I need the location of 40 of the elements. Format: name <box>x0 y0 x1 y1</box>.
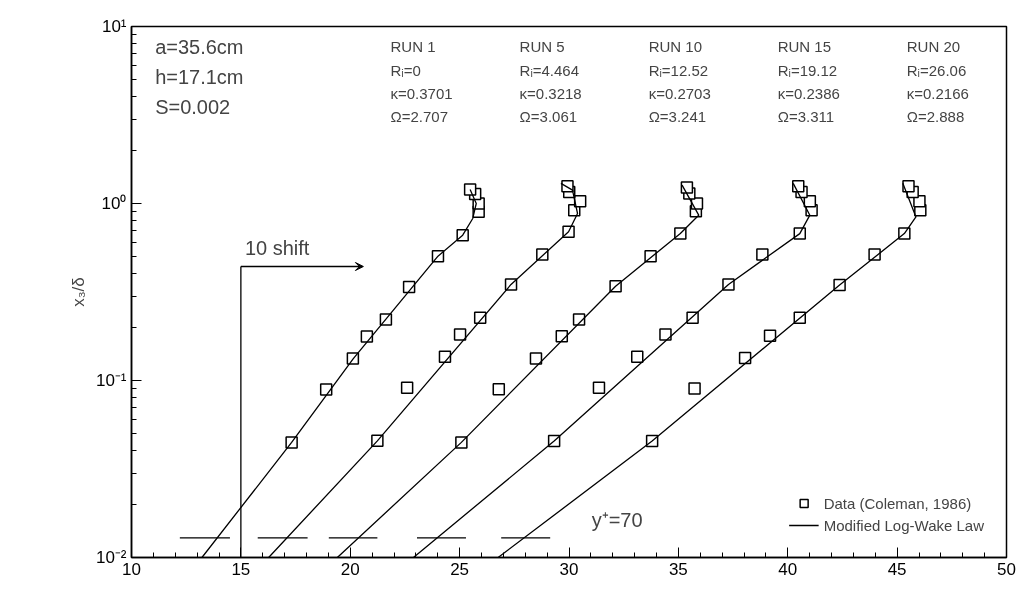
y-tick-label: 10⁰ <box>101 194 127 213</box>
annotation: RUN 20 <box>906 38 961 56</box>
y-axis-title: x₃/δ <box>68 277 88 307</box>
annotation: Rᵢ=0 <box>390 62 421 80</box>
x-tick-label: 30 <box>559 559 579 579</box>
annotation: Ω=3.241 <box>648 107 707 125</box>
x-tick-label: 50 <box>997 559 1016 579</box>
annotation: Ω=2.888 <box>906 107 965 125</box>
annotation: Rᵢ=26.06 <box>906 62 967 80</box>
annotation: y⁺=70 <box>591 508 643 531</box>
annotation: Ω=3.061 <box>519 107 578 125</box>
annotation: Rᵢ=19.12 <box>777 62 838 80</box>
x-tick-label: 20 <box>340 559 360 579</box>
x-tick-label: 35 <box>668 559 688 579</box>
annotation: κ=0.2166 <box>906 84 969 102</box>
legend-label: Data (Coleman, 1986) <box>823 494 972 512</box>
annotation: Rᵢ=4.464 <box>519 62 580 80</box>
annotation: S=0.002 <box>155 96 231 119</box>
annotation: RUN 10 <box>648 38 702 56</box>
annotation: 10 shift <box>244 236 310 259</box>
annotation: Rᵢ=12.52 <box>648 62 709 80</box>
annotation: h=17.1cm <box>155 65 244 88</box>
legend-label: Modified Log-Wake Law <box>823 516 984 534</box>
x-tick-label: 25 <box>450 559 470 579</box>
annotation: κ=0.2386 <box>777 84 840 102</box>
x-tick-label: 40 <box>778 559 798 579</box>
y-tick-label: 10¹ <box>101 17 127 36</box>
x-tick-label: 15 <box>231 559 251 579</box>
annotation: a=35.6cm <box>155 35 244 58</box>
y-tick-label: 10⁻¹ <box>95 371 127 390</box>
x-tick-label: 45 <box>887 559 907 579</box>
annotation: κ=0.3218 <box>519 84 582 102</box>
annotation: Ω=2.707 <box>390 107 449 125</box>
annotation: RUN 15 <box>777 38 832 56</box>
annotation: κ=0.2703 <box>648 84 711 102</box>
x-tick-label: 10 <box>122 559 141 579</box>
annotation: RUN 1 <box>390 38 436 56</box>
annotation: Ω=3.311 <box>777 107 835 125</box>
annotation: κ=0.3701 <box>390 84 453 102</box>
annotation: RUN 5 <box>519 38 565 56</box>
